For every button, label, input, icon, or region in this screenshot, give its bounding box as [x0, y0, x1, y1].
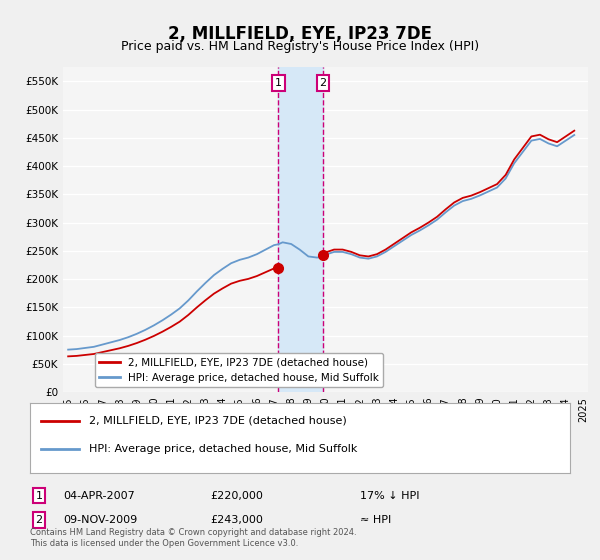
- Text: 2: 2: [319, 78, 326, 88]
- Text: ≈ HPI: ≈ HPI: [360, 515, 391, 525]
- Text: HPI: Average price, detached house, Mid Suffolk: HPI: Average price, detached house, Mid …: [89, 444, 358, 454]
- Text: Price paid vs. HM Land Registry's House Price Index (HPI): Price paid vs. HM Land Registry's House …: [121, 40, 479, 53]
- Text: 2, MILLFIELD, EYE, IP23 7DE: 2, MILLFIELD, EYE, IP23 7DE: [168, 25, 432, 43]
- Text: 04-APR-2007: 04-APR-2007: [63, 491, 135, 501]
- Text: £243,000: £243,000: [210, 515, 263, 525]
- Text: 2: 2: [35, 515, 43, 525]
- Text: 09-NOV-2009: 09-NOV-2009: [63, 515, 137, 525]
- Text: 2, MILLFIELD, EYE, IP23 7DE (detached house): 2, MILLFIELD, EYE, IP23 7DE (detached ho…: [89, 416, 347, 426]
- Text: Contains HM Land Registry data © Crown copyright and database right 2024.
This d: Contains HM Land Registry data © Crown c…: [30, 528, 356, 548]
- Text: £220,000: £220,000: [210, 491, 263, 501]
- Bar: [278, 67, 323, 392]
- Text: 1: 1: [35, 491, 43, 501]
- Text: 17% ↓ HPI: 17% ↓ HPI: [360, 491, 419, 501]
- Text: 1: 1: [275, 78, 282, 88]
- Legend: 2, MILLFIELD, EYE, IP23 7DE (detached house), HPI: Average price, detached house: 2, MILLFIELD, EYE, IP23 7DE (detached ho…: [95, 353, 383, 387]
